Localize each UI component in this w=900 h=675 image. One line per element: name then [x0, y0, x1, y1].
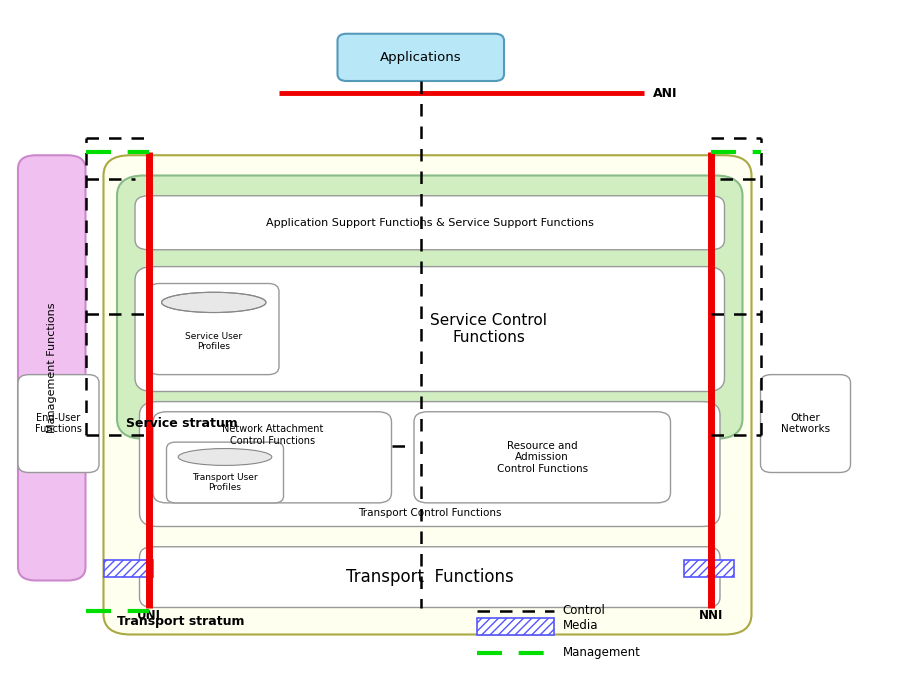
FancyBboxPatch shape [104, 155, 752, 634]
Text: Service Control
Functions: Service Control Functions [430, 313, 547, 346]
Bar [684, 560, 734, 577]
Text: ANI: ANI [652, 86, 677, 100]
Text: Management: Management [562, 646, 641, 659]
Bar [104, 560, 153, 577]
FancyBboxPatch shape [414, 412, 670, 503]
FancyBboxPatch shape [338, 34, 504, 81]
Text: Service stratum: Service stratum [126, 417, 238, 430]
Text: Media: Media [562, 619, 598, 632]
FancyBboxPatch shape [153, 412, 392, 503]
Text: Control: Control [562, 604, 606, 618]
FancyBboxPatch shape [135, 196, 724, 250]
Text: Resource and
Admission
Control Functions: Resource and Admission Control Functions [497, 441, 588, 474]
FancyBboxPatch shape [140, 547, 720, 608]
Text: NNI: NNI [698, 609, 724, 622]
Text: Transport Control Functions: Transport Control Functions [358, 508, 501, 518]
FancyBboxPatch shape [18, 375, 99, 472]
Text: Service User
Profiles: Service User Profiles [185, 331, 242, 351]
FancyBboxPatch shape [117, 176, 742, 439]
Text: Other
Networks: Other Networks [781, 412, 830, 435]
Text: Applications: Applications [380, 51, 462, 64]
FancyBboxPatch shape [135, 267, 724, 391]
Text: UNI: UNI [137, 609, 160, 622]
FancyBboxPatch shape [760, 375, 850, 472]
Text: Network Attachment
Control Functions: Network Attachment Control Functions [221, 424, 323, 446]
FancyBboxPatch shape [148, 284, 279, 375]
Ellipse shape [162, 292, 266, 313]
Text: Management Functions: Management Functions [47, 302, 57, 433]
Text: Transport User
Profiles: Transport User Profiles [193, 473, 257, 492]
Text: Application Support Functions & Service Support Functions: Application Support Functions & Service … [266, 218, 594, 227]
Text: Transport  Functions: Transport Functions [346, 568, 514, 586]
Text: Transport stratum: Transport stratum [117, 615, 245, 628]
FancyBboxPatch shape [18, 155, 86, 580]
Bar [477, 618, 554, 634]
Ellipse shape [178, 449, 272, 466]
Text: End-User
Functions: End-User Functions [35, 412, 82, 435]
FancyBboxPatch shape [166, 442, 284, 503]
FancyBboxPatch shape [140, 402, 720, 526]
